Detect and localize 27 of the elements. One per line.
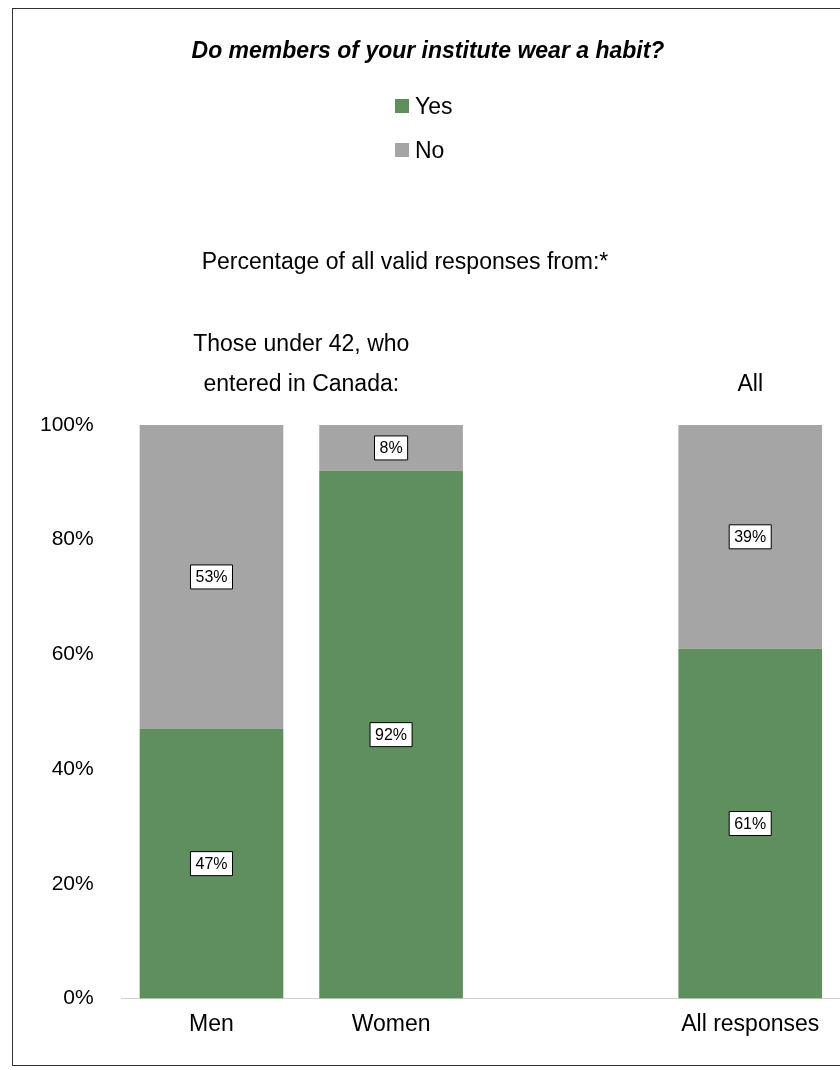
chart-title: Do members of your institute wear a habit?	[190, 37, 666, 64]
text: All	[737, 370, 763, 397]
bar	[319, 470, 463, 999]
y-tick-label: 80%	[51, 526, 94, 550]
x-tick-label: Women	[351, 1009, 431, 1036]
legend-label: No	[415, 136, 445, 164]
bar	[678, 425, 823, 649]
bar	[139, 728, 284, 999]
data-label: 61%	[734, 814, 767, 832]
y-tick-label: 100%	[39, 411, 94, 435]
data-label: 8%	[379, 439, 403, 457]
text: Those under 42, who entered in Canada:	[193, 330, 410, 397]
bar	[319, 425, 463, 471]
text: Percentage of all valid responses from:*	[200, 248, 610, 275]
legend-label: Yes	[415, 92, 453, 120]
data-label: 53%	[195, 568, 228, 586]
y-tick-label: 60%	[51, 641, 94, 665]
data-label: 47%	[195, 855, 228, 873]
x-tick-label: Men	[189, 1009, 234, 1036]
bar	[139, 425, 284, 729]
data-label: 92%	[375, 726, 408, 744]
y-tick-label: 20%	[51, 870, 94, 894]
bar	[678, 648, 823, 999]
x-tick-label: All responses	[681, 1009, 820, 1036]
data-label: 39%	[734, 528, 767, 546]
y-tick-label: 0%	[63, 985, 94, 1009]
y-tick-label: 40%	[51, 755, 94, 779]
